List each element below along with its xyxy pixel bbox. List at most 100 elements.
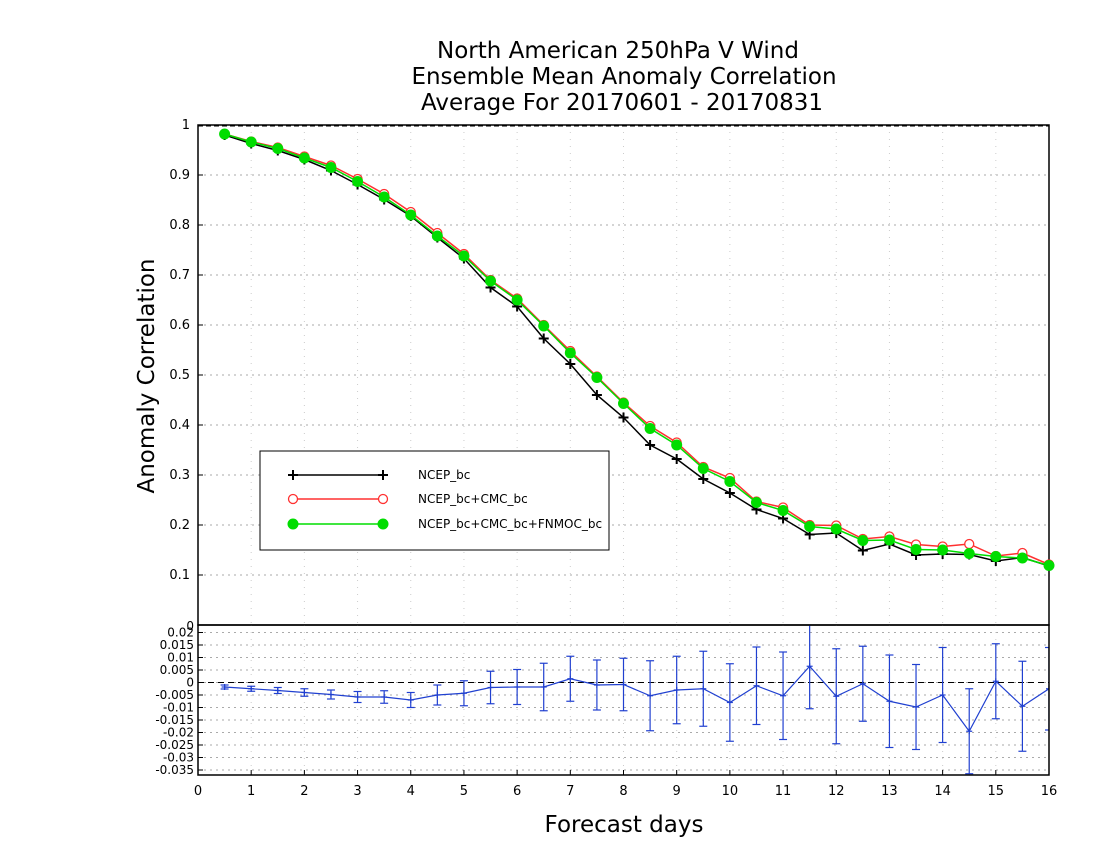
difference-point xyxy=(1019,703,1026,710)
difference-point xyxy=(460,690,467,697)
y-tick-label: 1 xyxy=(182,118,190,133)
difference-point xyxy=(886,698,893,705)
legend: NCEP_bc NCEP_bc+CMC_bc NCEP_bc+CMC_bc+FNMO… xyxy=(259,450,610,551)
data-point-filled-circle xyxy=(245,136,257,148)
data-point-filled-circle xyxy=(990,551,1002,562)
data-point-filled-circle xyxy=(910,544,922,555)
bottom-panel: 0.020.0150.010.0050-0.005-0.01-0.015-0.0… xyxy=(155,619,1050,777)
difference-point xyxy=(726,699,733,706)
data-point-plus xyxy=(538,333,549,344)
data-point-open-circle xyxy=(964,538,975,550)
data-point-plus xyxy=(671,454,682,464)
difference-point xyxy=(966,728,973,735)
difference-point xyxy=(221,684,228,690)
data-point-plus xyxy=(645,440,656,450)
legend-marker-open-circle xyxy=(287,493,299,505)
y-tick-label: 0.5 xyxy=(169,368,190,383)
x-tick-label: 12 xyxy=(828,784,845,799)
x-tick-label: 6 xyxy=(513,784,521,799)
data-point-filled-circle xyxy=(750,497,762,508)
legend-label: NCEP_bc+CMC_bc+FNMOC_bc xyxy=(418,517,602,531)
data-point-filled-circle xyxy=(591,372,603,383)
legend-box xyxy=(259,450,610,551)
x-axis-label: Forecast days xyxy=(545,812,704,838)
x-tick-label: 15 xyxy=(988,784,1005,799)
legend-marker-filled-circle xyxy=(377,518,389,530)
y-tick-label: 0 xyxy=(186,619,194,633)
difference-point xyxy=(1046,685,1049,692)
data-point-filled-circle xyxy=(298,152,310,164)
difference-point xyxy=(354,694,361,700)
y-tick-label: -0.015 xyxy=(155,713,194,727)
data-point-filled-circle xyxy=(963,548,975,559)
difference-point xyxy=(434,692,441,698)
data-point-filled-circle xyxy=(883,534,895,546)
data-point-plus xyxy=(857,545,868,556)
x-tick-label: 3 xyxy=(353,784,361,799)
legend-label: NCEP_bc+CMC_bc xyxy=(418,492,528,506)
y-tick-label: 0.3 xyxy=(169,468,190,483)
data-point-plus xyxy=(618,412,629,423)
difference-point xyxy=(673,687,680,693)
difference-point xyxy=(381,694,388,700)
x-tick-label: 9 xyxy=(673,784,681,799)
x-tick-label: 7 xyxy=(566,784,574,799)
data-point-filled-circle xyxy=(538,320,550,332)
data-point-filled-circle xyxy=(352,176,364,187)
legend-item: NCEP_bc xyxy=(288,468,470,482)
data-point-filled-circle xyxy=(1016,552,1028,564)
data-point-filled-circle xyxy=(697,463,709,474)
data-point-filled-circle xyxy=(405,209,417,221)
data-point-filled-circle xyxy=(830,523,842,535)
chart-title: North American 250hPa V Wind Ensemble Me… xyxy=(411,38,836,116)
y-tick-label: 0.4 xyxy=(169,418,190,433)
data-point-plus xyxy=(698,474,709,484)
title-line-2: Ensemble Mean Anomaly Correlation xyxy=(411,64,836,90)
difference-point xyxy=(620,681,627,688)
x-tick-label: 11 xyxy=(775,784,792,799)
data-point-filled-circle xyxy=(857,535,869,546)
data-point-filled-circle xyxy=(378,191,390,203)
y-tick-label: 0.8 xyxy=(169,218,190,233)
y-tick-label: 0 xyxy=(186,676,194,690)
data-point-plus xyxy=(591,390,602,400)
difference-point xyxy=(248,685,255,692)
difference-point xyxy=(593,682,600,688)
data-point-filled-circle xyxy=(431,230,443,242)
difference-point xyxy=(540,684,547,690)
x-tick-label: 1 xyxy=(247,784,255,799)
data-point-filled-circle xyxy=(458,250,470,262)
y-tick-label: -0.01 xyxy=(163,701,194,715)
y-tick-label: 0.1 xyxy=(169,568,190,583)
y-tick-label: -0.005 xyxy=(155,688,194,702)
difference-point xyxy=(992,678,999,685)
error-bar xyxy=(1045,646,1049,731)
series-line-1 xyxy=(224,134,1050,567)
difference-point xyxy=(833,693,840,700)
difference-point xyxy=(274,687,281,694)
x-tick-label: 10 xyxy=(722,784,739,799)
data-point-filled-circle xyxy=(272,143,284,154)
difference-point xyxy=(753,682,760,689)
legend-label: NCEP_bc xyxy=(418,468,470,482)
data-point-filled-circle xyxy=(644,423,656,434)
x-tick-label: 14 xyxy=(934,784,951,799)
y-tick-label: 0.9 xyxy=(169,168,190,183)
legend-marker-filled-circle xyxy=(287,518,299,530)
difference-point xyxy=(939,692,946,698)
y-tick-label: 0.01 xyxy=(167,651,194,665)
difference-point xyxy=(327,691,334,698)
data-point-filled-circle xyxy=(1043,560,1055,571)
difference-point xyxy=(514,684,521,690)
data-point-filled-circle xyxy=(564,347,576,359)
y-tick-label: 0.2 xyxy=(169,518,190,533)
title-line-3: Average For 20170601 - 20170831 xyxy=(421,90,823,116)
y-tick-label: 0.7 xyxy=(169,268,190,283)
legend-item: NCEP_bc+CMC_bc xyxy=(287,492,528,506)
data-point-filled-circle xyxy=(618,398,629,409)
data-point-filled-circle xyxy=(325,162,337,173)
x-tick-label: 2 xyxy=(300,784,308,799)
data-point-filled-circle xyxy=(671,439,683,451)
data-point-filled-circle xyxy=(804,521,816,532)
